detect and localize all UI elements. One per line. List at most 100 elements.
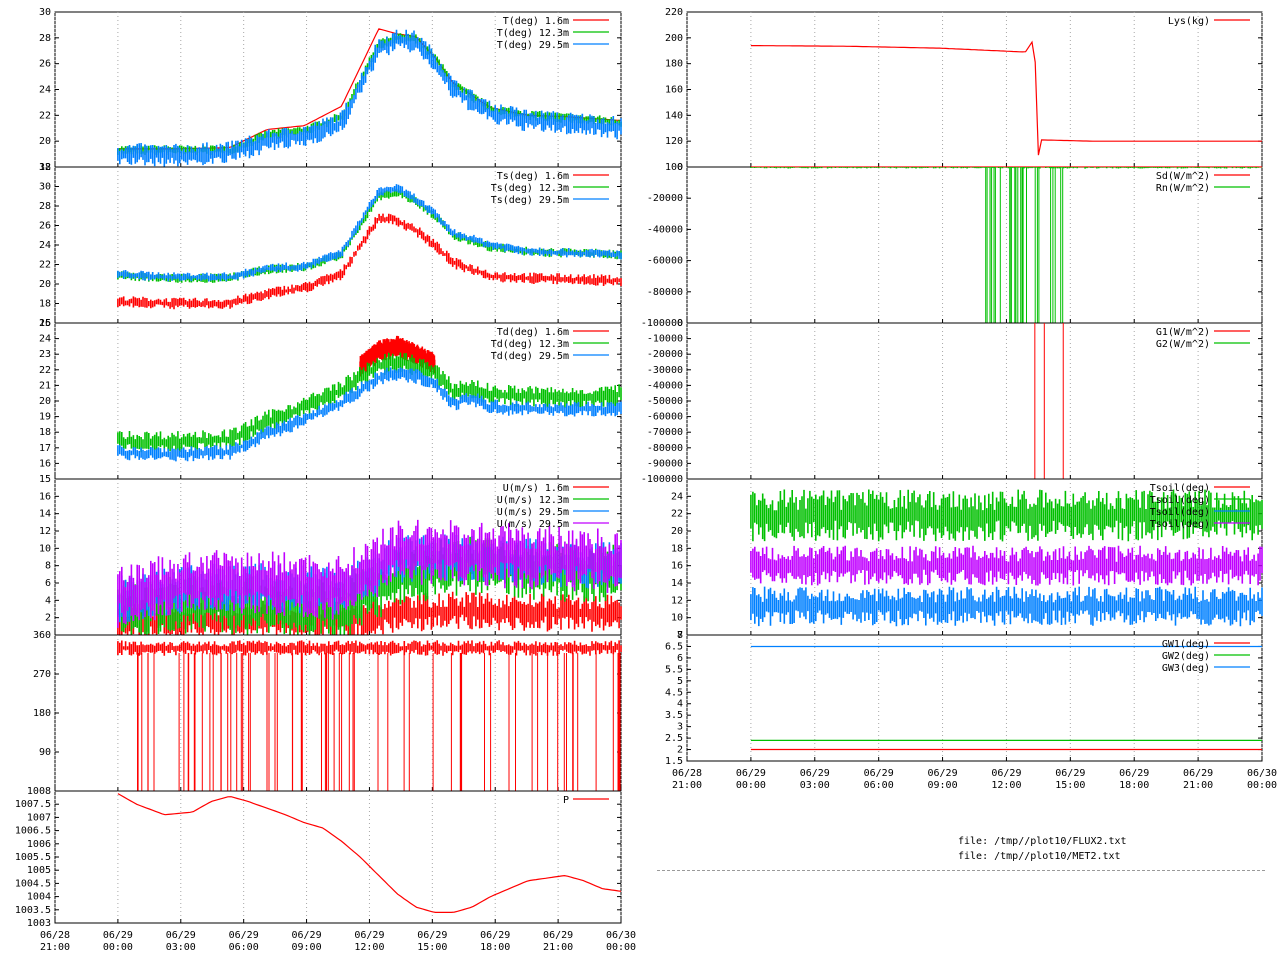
x-tick-date: 06/29 xyxy=(864,768,894,779)
y-tick-label: 1004 xyxy=(27,892,51,903)
series-blue xyxy=(117,29,622,167)
y-tick-label: 140 xyxy=(665,110,683,121)
y-tick-label: -30000 xyxy=(647,365,683,376)
y-tick-label: 160 xyxy=(665,85,683,96)
legend-label: U(m/s) 29.5m xyxy=(497,507,569,518)
x-tick-date: 06/29 xyxy=(354,930,384,941)
y-tick-label: 26 xyxy=(39,221,51,232)
y-tick-label: 18 xyxy=(671,543,683,554)
series-red xyxy=(117,793,622,913)
series-line xyxy=(117,29,622,167)
plot-frame xyxy=(686,322,1263,480)
series-line xyxy=(750,489,1263,542)
y-tick-label: 18 xyxy=(39,299,51,310)
panel-radiation: -100000 -80000 -60000 -40000 -20000 0 Sd(W/m^2… xyxy=(641,162,1263,329)
x-tick-time: 12:00 xyxy=(991,780,1021,791)
x-tick-date: 06/30 xyxy=(1247,768,1277,779)
legend-label: T(deg) 1.6m xyxy=(503,16,569,27)
x-tick-date: 06/29 xyxy=(800,768,830,779)
x-tick-time: 09:00 xyxy=(292,942,322,953)
y-tick-label: 7 xyxy=(677,630,683,641)
y-tick-label: 200 xyxy=(665,33,683,44)
y-tick-label: 26 xyxy=(39,59,51,70)
y-tick-label: 12 xyxy=(671,595,683,606)
x-tick-time: 06:00 xyxy=(864,780,894,791)
x-tick-date: 06/29 xyxy=(480,930,510,941)
series-line xyxy=(750,545,1263,586)
x-tick-date: 06/29 xyxy=(166,930,196,941)
y-tick-label: 18 xyxy=(39,427,51,438)
y-tick-label: 1005 xyxy=(27,865,51,876)
file-list: file: /tmp//plot10/FLUX2.txt file: /tmp//… xyxy=(958,834,1127,864)
x-tick-time: 15:00 xyxy=(1055,780,1085,791)
y-tick-label: 22 xyxy=(671,509,683,520)
y-tick-label: -80000 xyxy=(647,443,683,454)
y-tick-label: -50000 xyxy=(647,396,683,407)
plot-frame xyxy=(54,790,622,924)
y-tick-label: 22 xyxy=(39,365,51,376)
y-tick-label: 14 xyxy=(671,578,683,589)
panel-wind-direction: 90 180 270 360 xyxy=(33,630,622,792)
y-tick-label: 2.5 xyxy=(665,733,683,744)
y-tick-label: 2 xyxy=(677,745,683,756)
y-tick-label: 4.5 xyxy=(665,687,683,698)
x-tick-time: 21:00 xyxy=(40,942,70,953)
legend-label: P xyxy=(563,795,569,806)
plot-frame xyxy=(686,11,1263,168)
y-tick-label: -60000 xyxy=(647,412,683,423)
y-tick-label: 24 xyxy=(39,85,51,96)
y-tick-label: 22 xyxy=(39,110,51,121)
legend-label: Rn(W/m^2) xyxy=(1156,183,1210,194)
x-tick-time: 09:00 xyxy=(928,780,958,791)
series-line xyxy=(117,519,622,628)
legend-label: Tsoil(deg) xyxy=(1150,507,1210,518)
y-tick-label: 0 xyxy=(677,318,683,329)
x-tick-date: 06/28 xyxy=(40,930,70,941)
y-tick-label: 30 xyxy=(39,7,51,18)
y-tick-label: -20000 xyxy=(647,193,683,204)
y-tick-label: -90000 xyxy=(647,458,683,469)
series-line xyxy=(117,793,622,913)
x-tick-time: 12:00 xyxy=(354,942,384,953)
y-tick-label: 1006 xyxy=(27,839,51,850)
series-red xyxy=(750,40,1262,156)
y-tick-label: 1003 xyxy=(27,918,51,929)
y-tick-label: 6 xyxy=(677,653,683,664)
y-tick-label: 1007.5 xyxy=(15,799,51,810)
y-tick-label: 1.5 xyxy=(665,756,683,767)
x-tick-date: 06/29 xyxy=(1119,768,1149,779)
y-tick-label: 10 xyxy=(39,543,51,554)
y-tick-label: 4 xyxy=(677,699,683,710)
panel-ground-heat: -100000-90000-80000-70000-60000-50000-40… xyxy=(641,318,1263,485)
file-flux: file: /tmp//plot10/FLUX2.txt xyxy=(958,836,1127,847)
x-tick-date: 06/29 xyxy=(928,768,958,779)
y-tick-label: 8 xyxy=(677,630,683,641)
x-tick-time: 00:00 xyxy=(103,942,133,953)
y-tick-label: 1008 xyxy=(27,786,51,797)
y-tick-label: 20 xyxy=(671,526,683,537)
y-tick-label: 28 xyxy=(39,33,51,44)
legend-label: T(deg) 12.3m xyxy=(497,28,569,39)
x-tick-date: 06/29 xyxy=(292,930,322,941)
plot-frame xyxy=(54,11,622,168)
series-line xyxy=(117,640,622,656)
y-tick-label: 23 xyxy=(39,349,51,360)
y-tick-label: 16 xyxy=(671,561,683,572)
x-tick-date: 06/29 xyxy=(543,930,573,941)
y-tick-label: 1006.5 xyxy=(15,826,51,837)
y-tick-label: 32 xyxy=(39,162,51,173)
y-tick-label: 180 xyxy=(33,708,51,719)
legend-label: Tsoil(deg) xyxy=(1150,519,1210,530)
series-red xyxy=(1034,323,1064,479)
y-tick-label: 220 xyxy=(665,7,683,18)
y-tick-label: 12 xyxy=(39,526,51,537)
x-tick-date: 06/29 xyxy=(1183,768,1213,779)
x-tick-time: 21:00 xyxy=(672,780,702,791)
y-tick-label: 17 xyxy=(39,443,51,454)
x-tick-date: 06/29 xyxy=(417,930,447,941)
x-tick-time: 03:00 xyxy=(166,942,196,953)
y-tick-label: 24 xyxy=(39,334,51,345)
y-tick-label: 15 xyxy=(39,474,51,485)
